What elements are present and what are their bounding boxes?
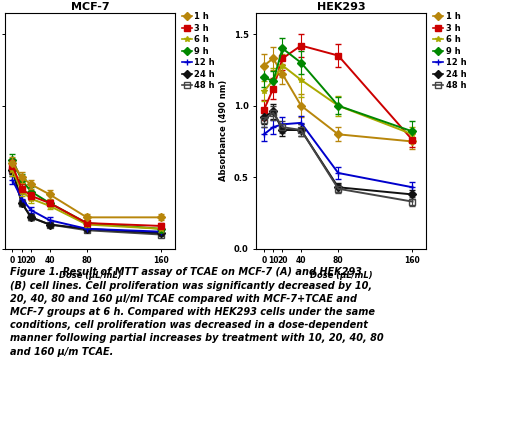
- Title: HEK293: HEK293: [317, 2, 366, 12]
- Y-axis label: Absorbance (490 nm): Absorbance (490 nm): [220, 80, 228, 181]
- X-axis label: Dose (μL/mL): Dose (μL/mL): [59, 271, 121, 280]
- Legend: 1 h, 3 h, 6 h, 9 h, 12 h, 24 h, 48 h: 1 h, 3 h, 6 h, 9 h, 12 h, 24 h, 48 h: [433, 12, 466, 90]
- Text: Figure 1. Result of MTT assay of TCAE on MCF-7 (A) and HEK293
(B) cell lines. Ce: Figure 1. Result of MTT assay of TCAE on…: [10, 267, 384, 357]
- Title: MCF-7: MCF-7: [70, 2, 110, 12]
- Legend: 1 h, 3 h, 6 h, 9 h, 12 h, 24 h, 48 h: 1 h, 3 h, 6 h, 9 h, 12 h, 24 h, 48 h: [182, 12, 215, 90]
- X-axis label: Dose (μL/mL): Dose (μL/mL): [310, 271, 373, 280]
- Text: B: B: [219, 0, 229, 1]
